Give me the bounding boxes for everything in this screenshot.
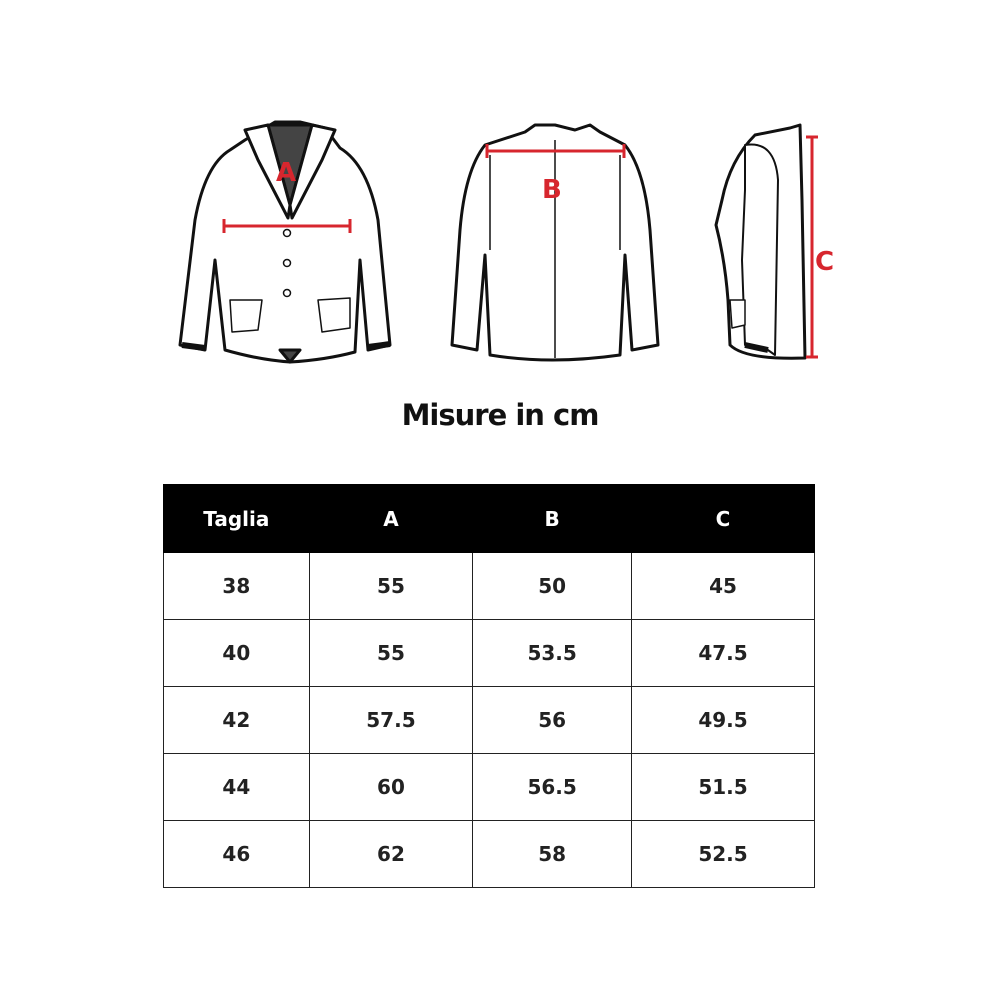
size-table: Taglia A B C 38 55 50 45 40 55 53.5 47.5 42 57.5 5… [163, 484, 816, 888]
table-row: 44 60 56.5 51.5 [163, 753, 816, 821]
table-cell: 49.5 [630, 686, 816, 754]
table-cell: 56 [472, 686, 632, 754]
back-jacket-drawing [450, 123, 660, 362]
table-cell: 44 [163, 753, 310, 821]
table-cell: 46 [163, 820, 310, 888]
header-cell: B [472, 484, 632, 553]
table-cell: 47.5 [630, 619, 816, 687]
table-cell: 51.5 [630, 753, 816, 821]
table-cell: 55 [308, 619, 474, 687]
label-a: A [276, 158, 296, 188]
header-cell: Taglia [163, 484, 310, 553]
jacket-illustrations: A B C [178, 120, 834, 364]
table-cell: 40 [163, 619, 310, 687]
header-cell: A [308, 484, 474, 553]
table-cell: 60 [308, 753, 474, 821]
table-cell: 52.5 [630, 820, 816, 888]
table-cell: 58 [472, 820, 632, 888]
label-c: C [815, 247, 834, 277]
table-row: 38 55 50 45 [163, 552, 816, 620]
side-jacket-drawing [714, 123, 807, 360]
table-cell: 53.5 [472, 619, 632, 687]
table-cell: 57.5 [308, 686, 474, 754]
table-cell: 45 [630, 552, 816, 620]
table-cell: 62 [308, 820, 474, 888]
table-cell: 42 [163, 686, 310, 754]
table-cell: 38 [163, 552, 310, 620]
table-cell: 55 [308, 552, 474, 620]
table-cell: 50 [472, 552, 632, 620]
table-header-row: Taglia A B C [163, 484, 816, 553]
front-jacket-drawing [178, 120, 392, 364]
page-title: Misure in cm [401, 398, 600, 432]
label-b: B [542, 175, 562, 205]
table-row: 42 57.5 56 49.5 [163, 686, 816, 754]
table-row: 40 55 53.5 47.5 [163, 619, 816, 687]
header-cell: C [630, 484, 816, 553]
table-row: 46 62 58 52.5 [163, 820, 816, 888]
table-cell: 56.5 [472, 753, 632, 821]
